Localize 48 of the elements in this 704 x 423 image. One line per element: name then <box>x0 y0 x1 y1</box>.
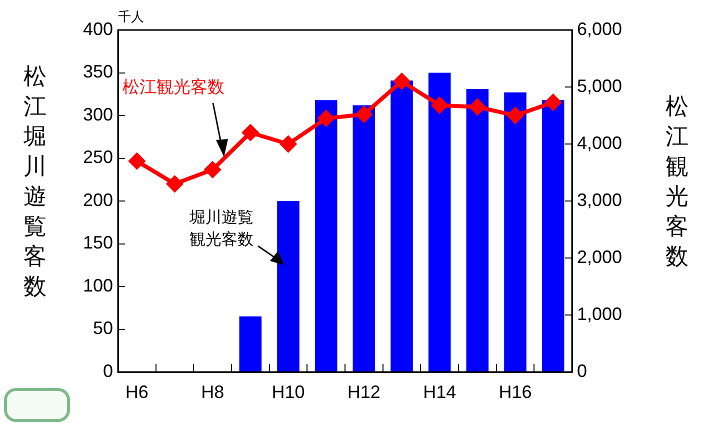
point <box>507 108 524 124</box>
text: 千人 <box>118 8 144 26</box>
bar <box>466 88 489 372</box>
y-tick-label: 400 <box>82 18 113 39</box>
bar <box>390 80 413 372</box>
x-tick-label: H16 <box>498 382 532 402</box>
x-tick-label: H12 <box>347 382 380 402</box>
y-tick-label: 150 <box>82 232 113 253</box>
point <box>356 106 372 122</box>
bar <box>239 316 262 372</box>
y2-tick-label: 1,000 <box>577 304 622 324</box>
point <box>242 124 258 141</box>
y-tick-label: 50 <box>92 318 113 338</box>
point <box>166 176 183 192</box>
y-axis-title: 松江堀川遊覧客数 <box>22 63 48 302</box>
y2-tick-label: 0 <box>577 360 588 381</box>
point <box>280 136 296 152</box>
bar <box>542 100 564 372</box>
point <box>432 97 448 114</box>
x-tick-label: H14 <box>423 382 456 402</box>
y2-tick-label: 6,000 <box>577 18 622 39</box>
y-tick-label: 250 <box>82 147 113 168</box>
y-tick-label: 350 <box>82 62 113 82</box>
y2-tick-label: 5,000 <box>577 76 622 96</box>
y-tick-label: 200 <box>82 190 113 210</box>
x-tick-label: H6 <box>125 382 148 402</box>
y2-tick-label: 2,000 <box>577 246 622 267</box>
text: 松江観光客数 <box>122 78 225 98</box>
point <box>318 110 334 126</box>
y-tick-label: 0 <box>102 360 113 381</box>
point <box>469 98 486 115</box>
y-tick-label: 100 <box>82 275 113 296</box>
y2-tick-label: 3,000 <box>577 190 622 210</box>
bar <box>504 92 526 372</box>
point <box>128 153 145 170</box>
x-tick-label: H10 <box>272 382 305 402</box>
point <box>394 73 410 90</box>
x-tick-label: H8 <box>201 382 224 402</box>
bar <box>352 105 376 372</box>
point <box>204 162 221 178</box>
bar <box>314 100 338 372</box>
y2-tick-label: 4,000 <box>577 132 622 153</box>
series-label: 堀川遊覧観光客数 <box>188 207 254 248</box>
bar <box>277 201 300 372</box>
y-tick-label: 300 <box>82 104 113 124</box>
bar <box>428 72 451 372</box>
point <box>545 94 562 110</box>
y2-axis-title: 松江観光客数 <box>664 93 690 272</box>
